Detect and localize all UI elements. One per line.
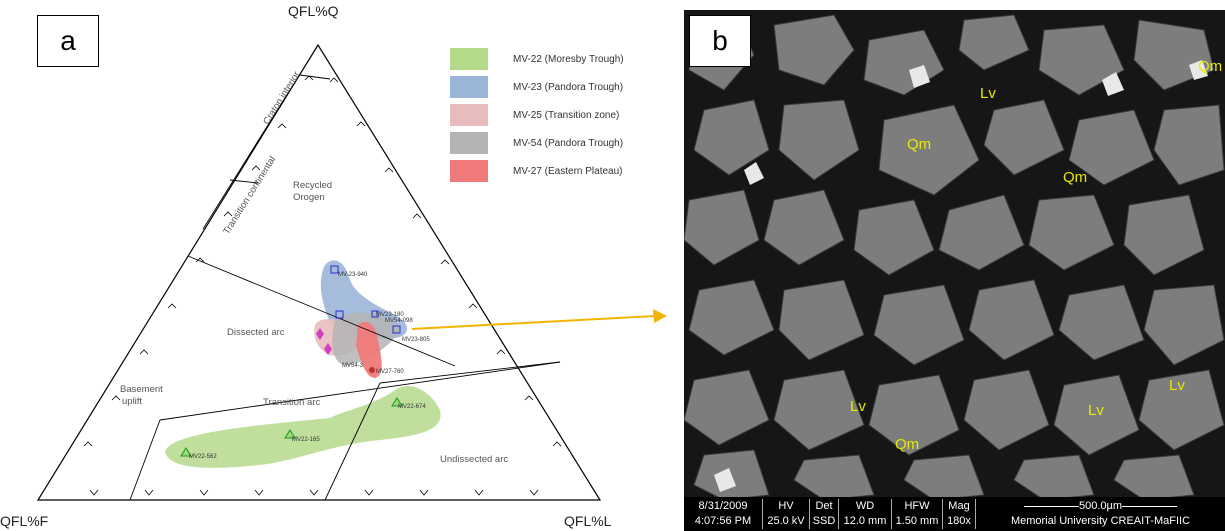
ib-det-value: SSD (812, 515, 836, 527)
panel-b-label: b (689, 15, 751, 67)
grain-texture (684, 10, 1225, 531)
legend: MV-22 (Moresby Trough) MV-23 (Pandora Tr… (450, 47, 624, 187)
point-label-6: MV22-165 (292, 437, 320, 443)
ib-wd: WD 12.0 mm (839, 499, 892, 529)
scale-value: 500.0µm (1078, 500, 1123, 512)
sem-image: Qm Lv Qm Qm Lv Lv Lv Qm 8/31/2009 4:07:5… (684, 10, 1225, 531)
legend-label: MV-27 (Eastern Plateau) (513, 165, 623, 177)
triangle-frame (36, 43, 602, 501)
institution: Memorial University CREAIT-MaFIIC (1010, 515, 1191, 527)
legend-label: MV-54 (Pandora Trough) (513, 137, 624, 149)
legend-item: MV-23 (Pandora Trough) (450, 75, 624, 99)
connector-arrow (411, 315, 656, 330)
apex-l-label: QFL%L (564, 513, 612, 529)
mineral-label-qm: Qm (1063, 169, 1088, 186)
legend-item: MV-54 (Pandora Trough) (450, 131, 624, 155)
region-transition-arc: Transition arc (263, 397, 320, 408)
scale-line-left (1023, 506, 1079, 507)
legend-swatch (450, 132, 488, 154)
mineral-label-lv: Lv (1169, 377, 1185, 394)
point-label-1: MV-23-940 (338, 272, 368, 278)
point-label-9: MV54-098 (385, 318, 413, 324)
legend-swatch (450, 76, 488, 98)
mineral-label-lv: Lv (980, 85, 996, 102)
ternary-diagram: Craton interior Transition continental R… (36, 43, 667, 501)
apex-f-label: QFL%F (0, 513, 49, 529)
ib-date: 8/31/2009 (698, 500, 748, 512)
region-recycled-2: Orogen (293, 192, 325, 203)
ib-hv-header: HV (778, 500, 794, 512)
region-basement-1: Basement (120, 384, 163, 395)
mineral-label-qm: Qm (907, 136, 932, 153)
mineral-label-qm: Qm (1198, 58, 1223, 75)
legend-item: MV-27 (Eastern Plateau) (450, 159, 624, 183)
ib-det: Det SSD (810, 499, 839, 529)
ib-hv-value: 25.0 kV (767, 515, 805, 527)
region-basement-2: uplift (122, 396, 142, 407)
scale-bar: 500.0µm (976, 499, 1225, 514)
legend-swatch (450, 48, 488, 70)
mineral-label-lv: Lv (1088, 402, 1104, 419)
point-label-3: MV23-805 (402, 337, 430, 343)
ib-mag-header: Mag (948, 500, 970, 512)
mv27-field (356, 321, 382, 378)
point-label-4: MV27-760 (376, 369, 404, 375)
region-undissected: Undissected arc (440, 454, 508, 465)
legend-item: MV-22 (Moresby Trough) (450, 47, 624, 71)
point-label-8: MV54-3 (342, 363, 364, 369)
region-transitional: Transition continental (221, 154, 278, 236)
region-recycled-1: Recycled (293, 180, 332, 191)
region-craton: Craton interior (261, 70, 302, 127)
legend-swatch (450, 160, 488, 182)
legend-label: MV-23 (Pandora Trough) (513, 81, 624, 93)
ib-datetime: 8/31/2009 4:07:56 PM (684, 499, 763, 529)
mineral-label-qm: Qm (895, 436, 920, 453)
point-label-7: MV22-562 (189, 454, 217, 460)
point-label-2: MV23-180 (376, 312, 404, 318)
ib-hfw: HFW 1.50 mm (892, 499, 943, 529)
point-label-5: MV22-674 (398, 404, 426, 410)
ib-wd-value: 12.0 mm (843, 515, 887, 527)
ib-wd-header: WD (855, 500, 875, 512)
ib-hv: HV 25.0 kV (763, 499, 810, 529)
ib-det-header: Det (815, 500, 833, 512)
legend-swatch (450, 104, 488, 126)
apex-q-label: QFL%Q (288, 3, 339, 19)
region-dissected: Dissected arc (227, 327, 285, 338)
scale-line-right (1122, 506, 1178, 507)
ib-hfw-value: 1.50 mm (895, 515, 939, 527)
panel-a-label: a (37, 15, 99, 67)
ib-mag-value: 180x (947, 515, 971, 527)
ib-hfw-header: HFW (904, 500, 930, 512)
arrow-head (653, 309, 667, 323)
mineral-label-lv: Lv (850, 398, 866, 415)
ib-mag: Mag 180x (943, 499, 976, 529)
legend-label: MV-22 (Moresby Trough) (513, 53, 624, 65)
mv22-field (165, 386, 441, 468)
sem-info-bar: 8/31/2009 4:07:56 PM HV 25.0 kV Det SSD … (684, 497, 1225, 531)
ib-time: 4:07:56 PM (694, 515, 752, 527)
ib-scale: 500.0µm Memorial University CREAIT-MaFII… (976, 499, 1225, 529)
legend-item: MV-25 (Transition zone) (450, 103, 624, 127)
legend-label: MV-25 (Transition zone) (513, 109, 620, 121)
